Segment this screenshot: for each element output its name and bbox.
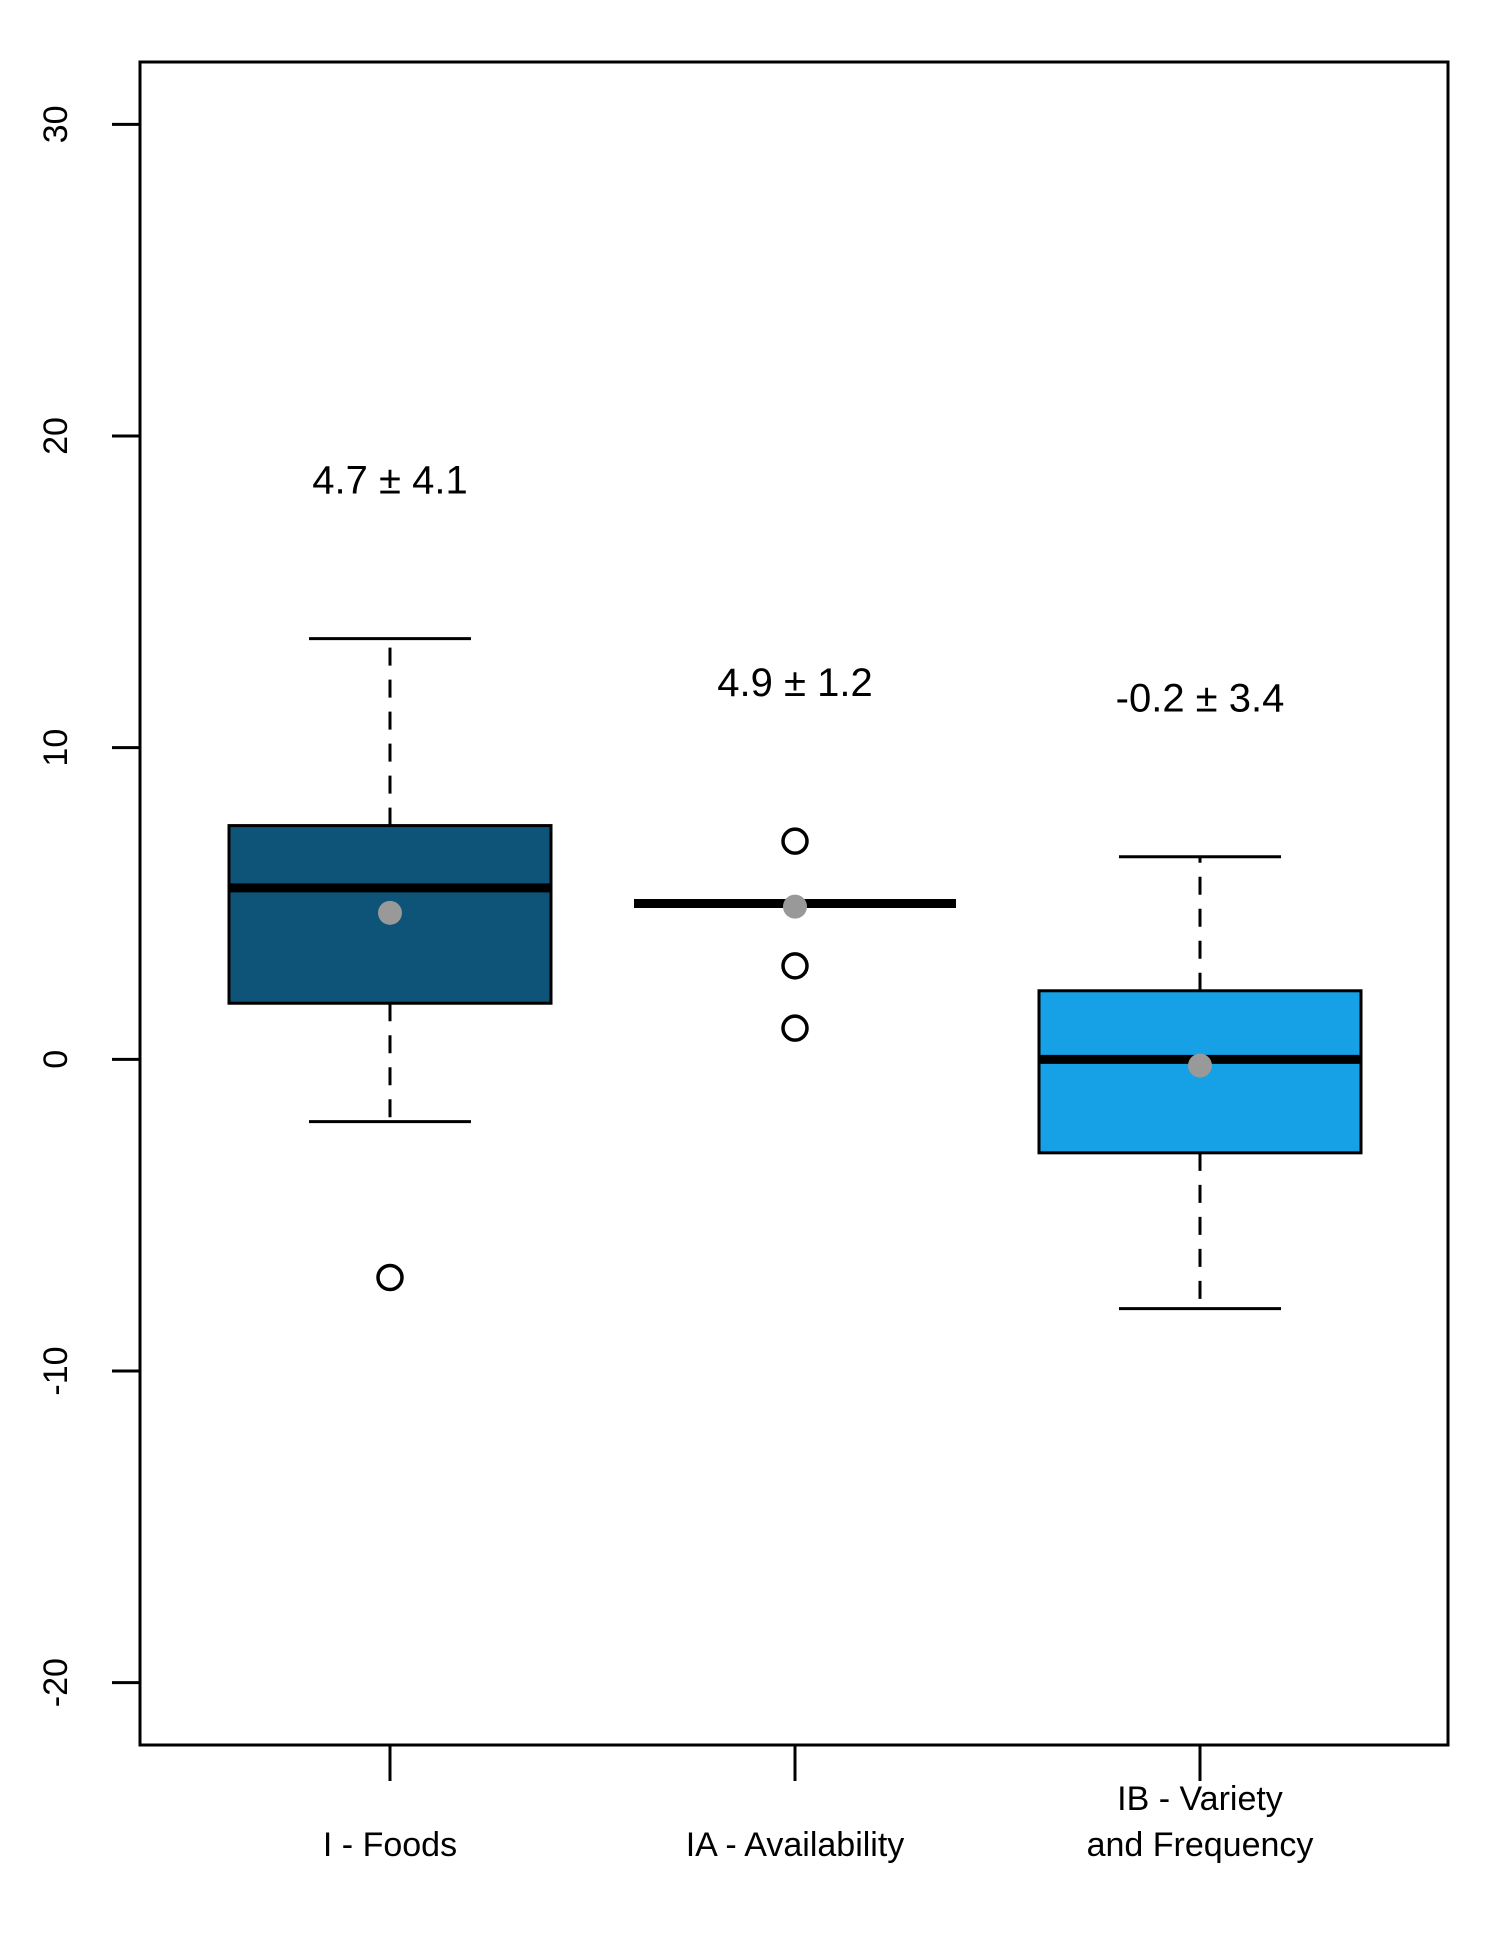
box-group-3: -0.2 ± 3.4 IB - Variety and Frequency [1037,676,1363,1864]
y-tick-label: 20 [37,417,75,455]
y-tick-label: 10 [37,729,75,767]
outlier-point [376,1263,404,1292]
mean-point [1188,1053,1212,1078]
y-tick-label: -10 [37,1346,75,1395]
mean-sd-annotation: 4.7 ± 4.1 [312,458,467,502]
y-tick-label: 0 [37,1050,75,1069]
y-tick-label: -20 [37,1658,75,1707]
x-tick-label: and Frequency [1087,1826,1314,1864]
x-tick-label: I - Foods [323,1826,457,1864]
y-tick-label: 30 [37,105,75,143]
mean-sd-annotation: 4.9 ± 1.2 [717,661,872,705]
x-tick-label: IB - Variety [1117,1780,1283,1818]
box-group-1: 4.7 ± 4.1 I - Foods [227,458,553,1864]
x-tick-label: IA - Availability [686,1826,905,1864]
outlier-point [781,827,809,855]
box-group-2: 4.9 ± 1.2 IA - Availability [634,661,956,1864]
mean-sd-annotation: -0.2 ± 3.4 [1116,676,1285,720]
mean-point [783,894,807,919]
outlier-point [781,1014,809,1042]
outlier-point [781,952,809,980]
mean-point [378,900,402,925]
